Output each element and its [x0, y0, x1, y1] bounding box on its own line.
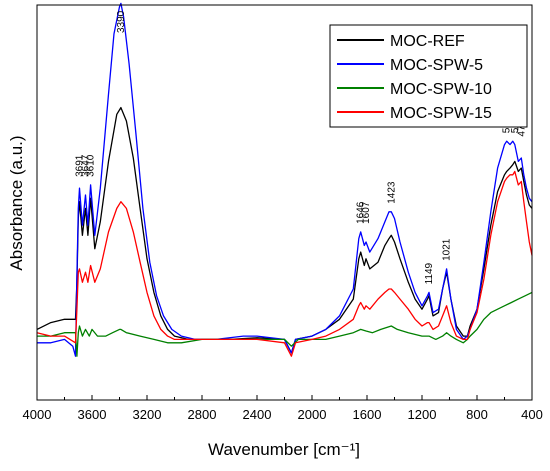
series-layer	[36, 2, 533, 357]
legend-box	[329, 24, 528, 128]
x-tick-label: 3600	[78, 407, 107, 422]
y-axis-title: Absorbance (a.u.)	[7, 135, 26, 270]
legend-label-moc-spw-5: MOC-SPW-5	[390, 57, 483, 74]
x-ticks: 4000 3600 3200 2800 2400 2000 1600 1200 800 400	[23, 395, 543, 422]
x-tick-label: 800	[466, 407, 488, 422]
legend: MOC-REF MOC-SPW-5 MOC-SPW-10 MOC-SPW-15	[329, 24, 528, 128]
peak-label-1149: 1149	[424, 262, 435, 284]
x-axis-title: Wavenumber [cm⁻¹]	[208, 440, 360, 459]
x-tick-label: 3200	[133, 407, 162, 422]
x-tick-label: 1200	[408, 407, 437, 422]
x-tick-label: 400	[521, 407, 543, 422]
peak-label-1423: 1423	[386, 181, 397, 204]
peak-label-3610: 3610	[86, 154, 97, 177]
peak-label-1607: 1607	[361, 201, 372, 224]
peak-label-3647: 3647	[81, 154, 92, 177]
series-line-moc-spw-15	[36, 170, 533, 357]
legend-label-moc-spw-10: MOC-SPW-10	[390, 81, 492, 98]
peak-label-3390: 3390	[116, 10, 127, 33]
series-line-moc-spw-10	[37, 291, 533, 357]
x-tick-label: 4000	[23, 407, 52, 422]
peak-label-1021: 1021	[442, 238, 453, 261]
plot-frame	[36, 4, 533, 401]
peak-label-1646: 1646	[356, 201, 367, 224]
x-tick-label: 1600	[353, 407, 382, 422]
x-tick-label: 2000	[298, 407, 327, 422]
series-line-moc-ref	[36, 106, 533, 354]
peak-label-478: 478	[516, 119, 527, 136]
legend-label-moc-spw-15: MOC-SPW-15	[390, 105, 492, 122]
x-tick-label: 2400	[243, 407, 272, 422]
x-tick-label: 2800	[188, 407, 217, 422]
peak-label-3691: 3691	[75, 154, 86, 177]
legend-label-moc-ref: MOC-REF	[390, 33, 465, 50]
series-line-moc-spw-5	[37, 2, 533, 357]
